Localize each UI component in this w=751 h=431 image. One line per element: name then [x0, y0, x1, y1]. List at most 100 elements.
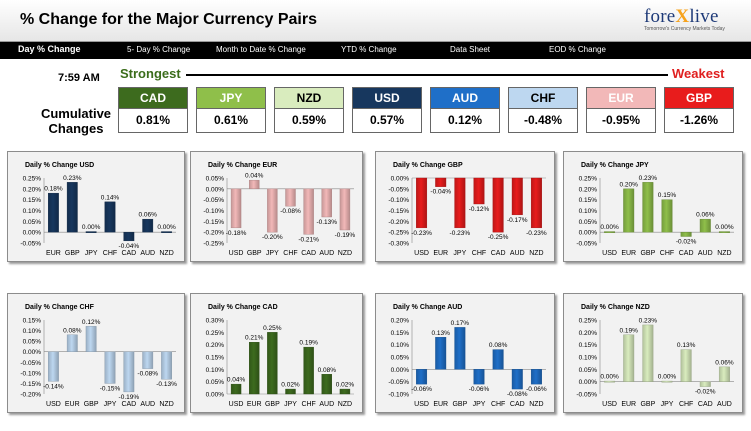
bar — [249, 179, 260, 190]
x-tick-label: USD — [602, 401, 617, 408]
data-label: 0.00% — [600, 224, 619, 231]
data-label: 0.23% — [63, 175, 82, 182]
bar — [267, 188, 278, 233]
x-tick-label: USD — [229, 250, 244, 257]
bar — [623, 188, 635, 233]
bar — [66, 182, 78, 233]
bar — [339, 388, 351, 395]
nav-ytd-change[interactable]: YTD % Change — [341, 45, 397, 54]
bar — [161, 351, 172, 380]
data-label: -0.08% — [137, 371, 158, 378]
y-tick-label: 0.25% — [23, 176, 42, 183]
bar — [642, 182, 654, 233]
y-tick-label: 0.05% — [23, 339, 42, 346]
nav-5day-change[interactable]: 5- Day % Change — [127, 45, 191, 54]
currency-tile-nzd: NZD 0.59% — [274, 87, 344, 135]
data-label: -0.23% — [526, 230, 547, 237]
bar — [285, 188, 296, 207]
forexlive-logo[interactable]: foreXlive Tomorrow's Currency Markets To… — [644, 6, 740, 36]
y-tick-label: -0.15% — [20, 381, 41, 388]
y-tick-label: 0.25% — [579, 176, 598, 183]
y-tick-label: 0.00% — [579, 379, 598, 386]
logo-tagline: Tomorrow's Currency Markets Today — [644, 26, 725, 32]
data-label: 0.14% — [101, 194, 120, 201]
x-tick-label: GBP — [84, 401, 99, 408]
nav-data-sheet[interactable]: Data Sheet — [450, 45, 491, 54]
y-tick-label: -0.10% — [203, 208, 224, 215]
bar — [104, 351, 116, 384]
x-tick-label: EUR — [621, 401, 636, 408]
data-label: -0.23% — [411, 230, 432, 237]
y-tick-label: -0.25% — [203, 241, 224, 248]
bar — [718, 366, 730, 382]
bar — [104, 201, 116, 233]
cumulative-changes-label: Cumulative Changes — [40, 106, 112, 136]
data-label: -0.13% — [316, 219, 337, 226]
chart-usd: Daily % Change USD 0.25% 0.20% 0.15% 0.10% 0.… — [7, 151, 185, 262]
data-label: -0.25% — [488, 234, 509, 241]
data-label: 0.23% — [639, 317, 658, 324]
y-tick-label: 0.10% — [23, 208, 42, 215]
x-tick-label: NZD — [159, 250, 173, 257]
data-label: 0.08% — [489, 342, 508, 349]
chart-eur: Daily % Change EUR 0.05% 0.00% -0.05% -0.10%… — [190, 151, 363, 262]
data-label: -0.12% — [469, 206, 490, 213]
bar — [604, 380, 616, 383]
x-tick-label: AUD — [717, 401, 732, 408]
bar — [123, 351, 135, 393]
data-label: 0.19% — [299, 340, 318, 347]
currency-change-value: 0.59% — [274, 109, 344, 133]
chart-title: Daily % Change EUR — [208, 162, 277, 169]
bar — [303, 188, 314, 235]
data-label: -0.06% — [469, 386, 490, 393]
data-label: 0.00% — [157, 224, 176, 231]
bar-chart: Daily % Change JPY 0.25% 0.20% 0.15% 0.10% 0.… — [576, 162, 734, 257]
bar — [473, 369, 485, 385]
x-tick-label: EUR — [621, 250, 636, 257]
nav-month-to-date-change[interactable]: Month to Date % Change — [216, 45, 306, 54]
y-tick-label: -0.10% — [388, 392, 409, 399]
data-label: -0.21% — [298, 236, 319, 243]
page-title: % Change for the Major Currency Pairs — [20, 11, 317, 28]
data-label: 0.04% — [227, 377, 246, 384]
logo-wordmark: foreXlive — [644, 6, 719, 27]
bar — [416, 369, 428, 385]
chart-chf: Daily % Change CHF 0.15% 0.10% 0.05% 0.00% -0… — [7, 293, 185, 413]
x-tick-label: AUD — [510, 250, 525, 257]
currency-change-value: -1.26% — [664, 109, 734, 133]
x-tick-label: CAD — [121, 250, 136, 257]
nav-day-change[interactable]: Day % Change — [18, 44, 81, 54]
bar — [454, 327, 466, 370]
currency-change-value: -0.95% — [586, 109, 656, 133]
data-label: 0.06% — [715, 359, 734, 366]
data-label: 0.12% — [82, 319, 101, 326]
y-tick-label: 0.00% — [23, 349, 42, 356]
y-tick-label: 0.05% — [23, 219, 42, 226]
y-tick-label: 0.00% — [391, 367, 410, 374]
y-tick-label: 0.20% — [579, 330, 598, 337]
currency-code: CAD — [118, 87, 188, 109]
currency-code: JPY — [196, 87, 266, 109]
data-label: 0.15% — [658, 192, 677, 199]
y-tick-label: -0.10% — [388, 197, 409, 204]
bar — [230, 188, 242, 229]
currency-code: NZD — [274, 87, 344, 109]
x-tick-label: USD — [602, 250, 617, 257]
bar — [623, 334, 635, 382]
y-tick-label: 0.20% — [206, 342, 225, 349]
y-tick-label: 0.15% — [391, 330, 410, 337]
currency-change-value: 0.12% — [430, 109, 500, 133]
data-label: -0.04% — [119, 243, 140, 250]
bar-chart: Daily % Change EUR 0.05% 0.00% -0.05% -0.10%… — [203, 162, 355, 257]
bar-chart: Daily % Change USD 0.25% 0.20% 0.15% 0.10% 0.… — [20, 162, 176, 257]
y-tick-label: 0.20% — [391, 318, 410, 325]
y-tick-label: -0.05% — [20, 360, 41, 367]
bar — [339, 188, 351, 231]
y-tick-label: 0.10% — [206, 367, 225, 374]
bar — [454, 177, 466, 229]
x-tick-label: GBP — [65, 250, 80, 257]
y-tick-label: -0.20% — [20, 392, 41, 399]
data-label: 0.00% — [600, 374, 619, 381]
x-tick-label: USD — [414, 401, 429, 408]
nav-eod-change[interactable]: EOD % Change — [549, 45, 606, 54]
